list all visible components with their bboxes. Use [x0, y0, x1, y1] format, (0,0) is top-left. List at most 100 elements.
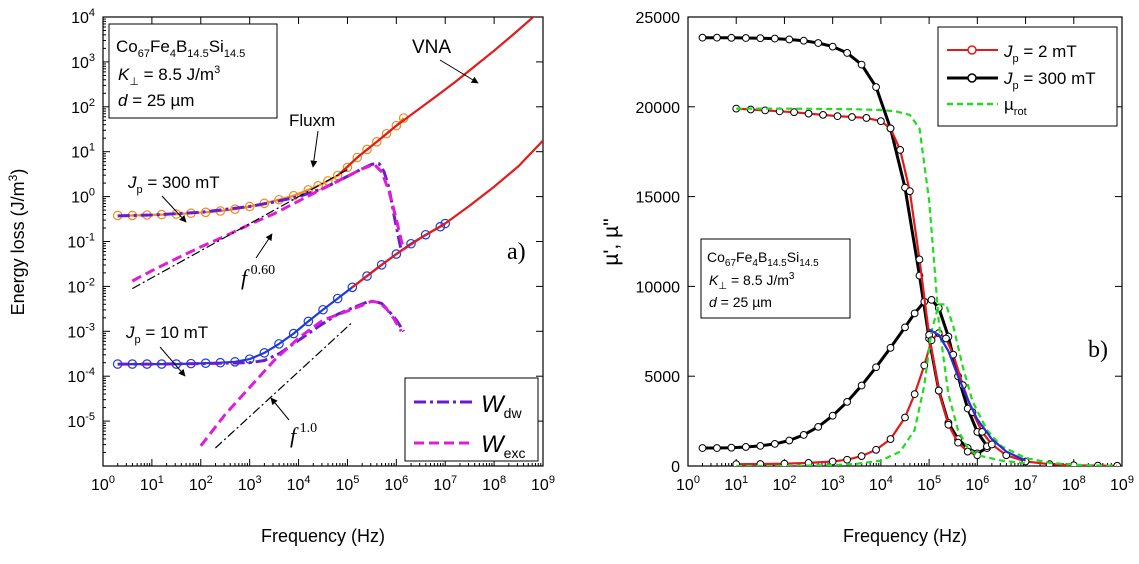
series-a-marker: [391, 249, 402, 259]
x-tick-label-b: 102: [772, 474, 796, 494]
series-b-marker: [799, 36, 808, 45]
series-b-marker: [698, 444, 707, 452]
thickness-a: d = 25 µm: [118, 91, 194, 110]
x-tick-label-a: 109: [531, 474, 555, 494]
x-tick-label-b: 100: [676, 474, 700, 494]
x-tick-label-a: 100: [91, 474, 115, 494]
x-tick-label-b: 108: [1062, 474, 1086, 494]
x-tick-label-a: 104: [287, 474, 311, 494]
y-tick-label-a: 101: [71, 142, 95, 162]
series-a-marker: [347, 282, 358, 293]
series-a-marker: [435, 221, 446, 232]
thickness-b: d = 25 µm: [709, 294, 772, 310]
series-b-marker: [1113, 461, 1122, 466]
x-tick-label-a: 101: [140, 474, 164, 494]
series-b-marker: [698, 33, 707, 42]
series-b-marker: [987, 440, 996, 449]
series-a-marker: [303, 316, 314, 327]
x-tick-label-a: 107: [433, 474, 457, 494]
series-b-marker: [741, 443, 750, 451]
slope-high-pointer: [255, 233, 273, 259]
series-b-marker: [857, 452, 866, 461]
series-b-marker: [872, 445, 880, 454]
series-a-marker: [362, 271, 372, 281]
series-a-marker: [406, 238, 416, 249]
sample-box-a: Co67Fe4B14.5Si14.5 K⊥ = 8.5 J/m3 d = 25 …: [108, 23, 278, 119]
series-a-marker: [376, 260, 387, 270]
series-a-marker: [274, 339, 284, 349]
panel-label-b: b): [1088, 337, 1108, 363]
series-b-marker: [828, 457, 837, 466]
legend-jp2-marker: [967, 45, 977, 55]
series-b-marker: [780, 459, 789, 466]
y-tick-label-a: 102: [71, 97, 95, 117]
series-b-marker: [741, 34, 750, 42]
series-b-line-6: [928, 328, 1027, 462]
x-tick-label-b: 105: [917, 474, 941, 494]
jp-low-pointer: [159, 346, 186, 377]
series-b-marker: [713, 33, 721, 42]
series-a-line-8: [132, 169, 348, 290]
fluxm-label: Fluxm: [289, 111, 335, 130]
series-b-marker: [833, 112, 842, 121]
series-b-marker: [901, 413, 909, 422]
legend-b: Jp = 2 mT Jp = 300 mT µrot: [937, 26, 1118, 127]
x-tick-label-b: 103: [821, 474, 845, 494]
series-b-marker: [843, 397, 852, 406]
y-tick-label-b: 20000: [636, 100, 681, 117]
series-b-marker: [843, 49, 852, 57]
series-b-marker: [862, 114, 871, 122]
series-b-marker: [910, 390, 919, 399]
series-b-marker: [785, 436, 794, 445]
series-a-marker: [318, 304, 328, 315]
legend-a: Wdw Wexc: [404, 377, 539, 462]
panel-b: 100 101 102 103 104 105 106 107 108 109 0 5000 10000…: [600, 10, 1134, 546]
jp-high-pointer: [161, 195, 187, 223]
series-a-marker: [420, 229, 431, 240]
series-b-marker: [927, 295, 936, 304]
y-tick-label-b: 25000: [636, 10, 681, 27]
x-tick-label-a: 102: [189, 474, 213, 494]
series-a: [112, 17, 543, 449]
series-b: [698, 33, 1122, 466]
series-b-marker: [770, 34, 779, 43]
series-b-marker: [770, 440, 779, 448]
series-b-marker: [804, 109, 813, 118]
series-a-marker: [288, 190, 299, 201]
legend-jp2-text: Jp = 2 mT: [1003, 42, 1077, 65]
y-tick-label-a: 10-2: [67, 276, 95, 296]
legend-jp300-text: Jp = 300 mT: [1003, 69, 1096, 92]
composition-b: Co67Fe4B14.5Si14.5: [707, 249, 819, 269]
xlabel-b: Frequency (Hz): [843, 526, 967, 546]
series-b-marker: [872, 363, 880, 372]
series-b-marker: [857, 60, 866, 69]
series-b-marker: [799, 431, 808, 439]
series-b-marker: [886, 435, 895, 443]
x-tick-label-b: 107: [1014, 474, 1038, 494]
series-b-marker: [886, 343, 895, 352]
series-b-line-4: [736, 107, 1026, 465]
series-a-marker: [342, 162, 353, 173]
series-b-marker: [727, 33, 736, 42]
y-tick-label-a: 10-1: [67, 232, 95, 252]
series-b-marker: [814, 422, 823, 431]
anisotropy-b: K⊥ = 8.5 J/m3: [709, 271, 795, 292]
series-a-marker: [362, 144, 372, 155]
series-b-marker: [843, 455, 852, 464]
series-a-marker: [381, 128, 392, 139]
series-b-marker: [804, 459, 813, 466]
series-a-line-4: [117, 162, 403, 251]
series-b-marker: [727, 443, 736, 452]
y-tick-label-b: 15000: [636, 190, 681, 207]
ylabel-b: µ', µ": [600, 218, 623, 265]
vna-label: VNA: [412, 37, 451, 58]
series-b-marker: [905, 187, 914, 196]
panel-a: 100 101 102 103 104 105 106 107 108 109 10-5 10-4 10…: [6, 7, 555, 546]
series-b-marker: [785, 35, 794, 44]
panel-label-a: a): [507, 239, 526, 265]
xlabel-a: Frequency (Hz): [261, 526, 385, 546]
x-tick-label-a: 106: [384, 474, 408, 494]
jp-high-label: Jp = 300 mT: [127, 173, 220, 196]
anisotropy-a: K⊥ = 8.5 J/m3: [118, 64, 220, 88]
